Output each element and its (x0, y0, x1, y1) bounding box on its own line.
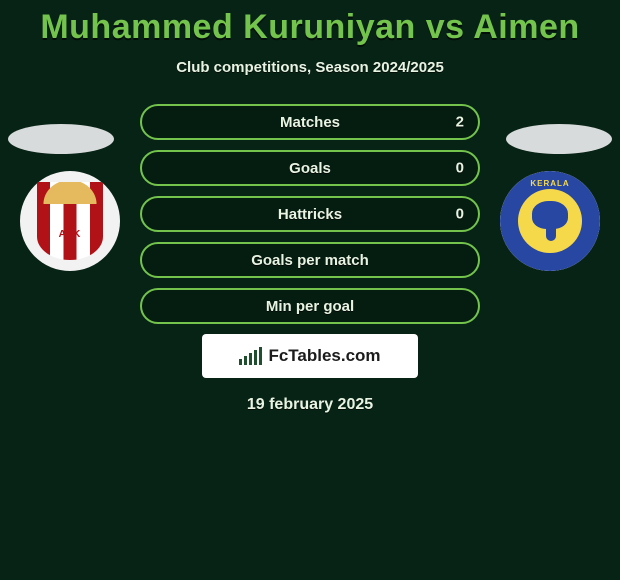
subtitle: Club competitions, Season 2024/2025 (0, 59, 620, 76)
kerala-crest: KERALA (500, 171, 600, 271)
kerala-ring-text: KERALA (530, 179, 569, 188)
stat-value-right: 0 (456, 160, 464, 177)
club-badge-left: ATK (20, 171, 120, 271)
stat-value-right: 2 (456, 114, 464, 131)
stat-label: Hattricks (278, 206, 342, 223)
stats-list: Matches 2 Goals 0 Hattricks 0 Goals per … (140, 104, 480, 324)
club-badge-right: KERALA (500, 171, 600, 271)
elephant-icon (528, 199, 572, 243)
stat-row-min-per-goal: Min per goal (140, 288, 480, 324)
stat-label: Goals per match (251, 252, 369, 269)
stat-row-goals: Goals 0 (140, 150, 480, 186)
page-title: Muhammed Kuruniyan vs Aimen (0, 0, 620, 47)
branding-badge: FcTables.com (202, 334, 418, 378)
atk-crest-label: ATK (59, 229, 82, 240)
player-avatar-left (8, 124, 114, 154)
stat-row-goals-per-match: Goals per match (140, 242, 480, 278)
stat-label: Min per goal (266, 298, 354, 315)
player-avatar-right (506, 124, 612, 154)
branding-text: FcTables.com (268, 346, 380, 366)
stat-label: Matches (280, 114, 340, 131)
stat-value-right: 0 (456, 206, 464, 223)
atk-crest: ATK (37, 182, 103, 260)
stat-row-hattricks: Hattricks 0 (140, 196, 480, 232)
date-text: 19 february 2025 (0, 396, 620, 414)
stat-label: Goals (289, 160, 331, 177)
bars-icon (239, 347, 262, 365)
stat-row-matches: Matches 2 (140, 104, 480, 140)
